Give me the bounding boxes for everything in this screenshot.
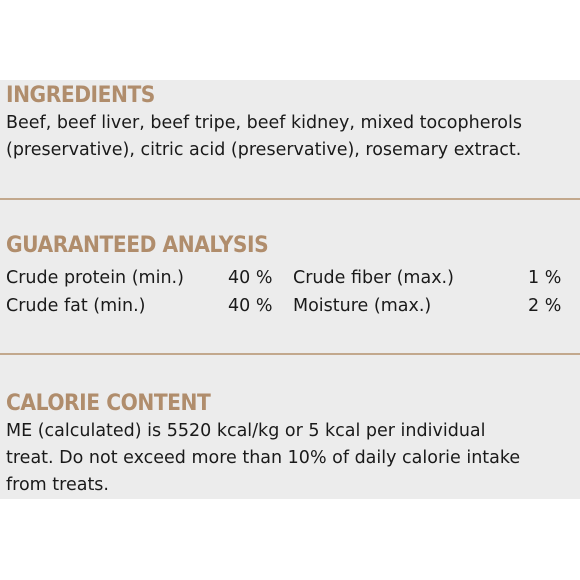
ingredients-line-1: Beef, beef liver, beef tripe, beef kidne… xyxy=(6,113,522,133)
calorie-line-3: from treats. xyxy=(6,475,109,495)
analysis-heading: GUARANTEED ANALYSIS xyxy=(6,233,269,258)
analysis-value: 2 % xyxy=(528,296,562,316)
analysis-name: Crude fat (min.) xyxy=(6,296,146,316)
analysis-name: Crude fiber (max.) xyxy=(293,268,454,288)
ingredients-heading: INGREDIENTS xyxy=(6,83,155,108)
divider xyxy=(0,353,580,355)
analysis-value: 40 % xyxy=(228,268,273,288)
calorie-line-2: treat. Do not exceed more than 10% of da… xyxy=(6,448,521,468)
calorie-section: CALORIE CONTENT ME (calculated) is 5520 … xyxy=(6,390,574,499)
analysis-value: 40 % xyxy=(228,296,273,316)
ingredients-section: INGREDIENTS Beef, beef liver, beef tripe… xyxy=(6,82,574,164)
analysis-value: 1 % xyxy=(528,268,562,288)
analysis-row: Crude fat (min.) 40 % Moisture (max.) 2 … xyxy=(6,292,574,320)
ingredients-line-2: (preservative), citric acid (preservativ… xyxy=(6,140,522,160)
calorie-heading: CALORIE CONTENT xyxy=(6,391,211,416)
analysis-section: GUARANTEED ANALYSIS Crude protein (min.)… xyxy=(6,232,574,320)
analysis-name: Crude protein (min.) xyxy=(6,268,184,288)
analysis-name: Moisture (max.) xyxy=(293,296,432,316)
calorie-line-1: ME (calculated) is 5520 kcal/kg or 5 kca… xyxy=(6,421,486,441)
divider xyxy=(0,198,580,200)
label-panel: INGREDIENTS Beef, beef liver, beef tripe… xyxy=(0,80,580,499)
analysis-row: Crude protein (min.) 40 % Crude fiber (m… xyxy=(6,264,574,292)
